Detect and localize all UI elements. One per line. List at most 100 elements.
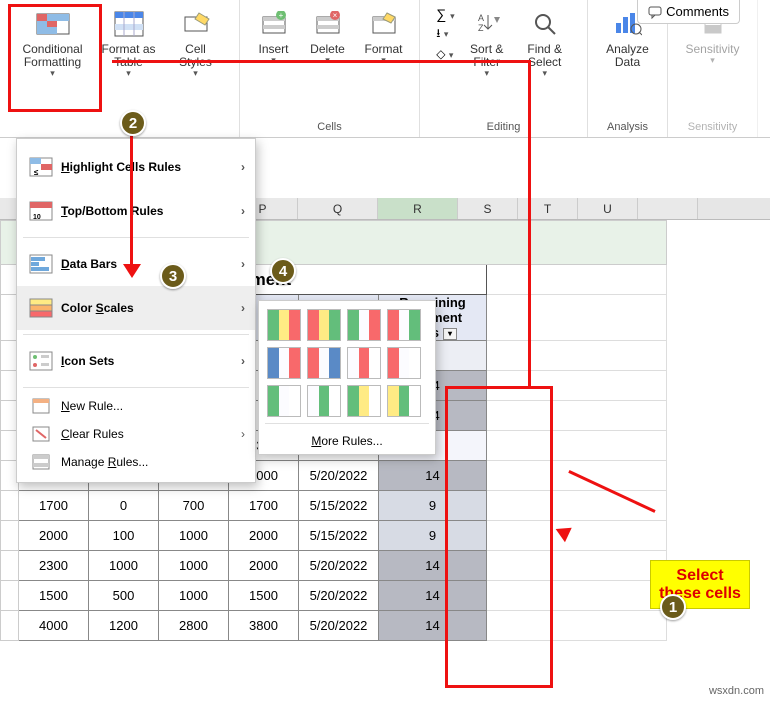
cell[interactable]: 1000 — [159, 581, 229, 611]
format-icon — [371, 11, 397, 37]
data-bars-icon — [27, 254, 55, 274]
cell[interactable]: 5/15/2022 — [299, 491, 379, 521]
comments-button[interactable]: Comments — [637, 0, 740, 24]
insert-icon: + — [261, 11, 287, 37]
arrow-line — [130, 136, 133, 266]
sensitivity-group-caption: Sensitivity — [688, 121, 738, 137]
cell-styles-button[interactable]: Cell Styles ▾ — [166, 2, 226, 100]
color-scale-swatch[interactable] — [347, 385, 381, 417]
cell[interactable]: 1500 — [19, 581, 89, 611]
menu-clear-rules[interactable]: Clear Rules › — [17, 420, 255, 448]
menu-top-bottom[interactable]: 10 Top/Bottom Rules › — [17, 189, 255, 233]
menu-color-scales-label: Color Scales — [55, 301, 245, 315]
editing-group-caption: Editing — [487, 121, 521, 137]
menu-color-scales[interactable]: Color Scales › — [17, 286, 255, 330]
menu-manage-rules[interactable]: Manage Rules... — [17, 448, 255, 476]
autosum-icon[interactable]: ∑ ▾ — [436, 6, 454, 22]
col-header[interactable] — [638, 198, 698, 219]
cell[interactable]: 5/20/2022 — [299, 611, 379, 641]
cell[interactable]: 1000 — [89, 551, 159, 581]
watermark: wsxdn.com — [709, 685, 764, 697]
color-scale-swatch[interactable] — [267, 385, 301, 417]
cell[interactable]: 2000 — [19, 521, 89, 551]
color-scale-swatch[interactable] — [347, 347, 381, 379]
menu-highlight-cells[interactable]: ≤ Highlight Cells Rules › — [17, 145, 255, 189]
cell[interactable]: 0 — [89, 491, 159, 521]
cell[interactable]: 5/20/2022 — [299, 581, 379, 611]
clear-icon[interactable]: ◇ ▾ — [436, 47, 454, 61]
cell[interactable]: 1000 — [159, 521, 229, 551]
find-select-button[interactable]: Find & Select ▾ — [517, 2, 573, 100]
empty — [487, 611, 667, 641]
cell-selected[interactable]: 14 — [379, 611, 487, 641]
empty — [487, 371, 667, 401]
chevron-down-icon: ▾ — [710, 56, 715, 66]
delete-button[interactable]: × Delete ▾ — [302, 2, 354, 100]
col-header[interactable]: S — [458, 198, 518, 219]
empty — [487, 551, 667, 581]
color-scale-swatch[interactable] — [267, 309, 301, 341]
format-as-table-icon — [114, 11, 144, 37]
cell[interactable]: 5/20/2022 — [299, 551, 379, 581]
empty — [487, 431, 667, 461]
format-as-table-button[interactable]: Format as Table ▾ — [94, 2, 164, 100]
cell-selected[interactable]: 14 — [379, 461, 487, 491]
cell[interactable]: 1500 — [229, 581, 299, 611]
cell-selected[interactable]: 14 — [379, 581, 487, 611]
conditional-formatting-menu: ≤ Highlight Cells Rules › 10 Top/Bottom … — [16, 138, 256, 483]
menu-highlight-label: Highlight Cells Rules — [55, 160, 245, 174]
ribbon-group-styles: Conditional Formatting ▾ Format as Table… — [0, 0, 240, 137]
cell[interactable]: 5/20/2022 — [299, 461, 379, 491]
cell[interactable]: 5/15/2022 — [299, 521, 379, 551]
badge-2: 2 — [120, 110, 146, 136]
cell[interactable]: 1700 — [19, 491, 89, 521]
cell[interactable]: 3800 — [229, 611, 299, 641]
cell[interactable]: 2000 — [229, 521, 299, 551]
swatch-grid — [267, 309, 427, 417]
col-header[interactable]: Q — [298, 198, 378, 219]
chevron-right-icon: › — [241, 257, 245, 271]
cell[interactable]: 700 — [159, 491, 229, 521]
col-header[interactable]: R — [378, 198, 458, 219]
cell[interactable]: 2800 — [159, 611, 229, 641]
fill-icon[interactable]: ⭳ ▾ — [436, 24, 454, 45]
color-scale-swatch[interactable] — [387, 309, 421, 341]
color-scale-swatch[interactable] — [307, 309, 341, 341]
color-scale-swatch[interactable] — [347, 309, 381, 341]
conditional-formatting-button[interactable]: Conditional Formatting ▾ — [14, 2, 92, 100]
color-scale-swatch[interactable] — [267, 347, 301, 379]
col-header[interactable]: T — [518, 198, 578, 219]
chevron-down-icon: ▾ — [193, 69, 198, 79]
color-scale-swatch[interactable] — [387, 385, 421, 417]
menu-new-rule[interactable]: New Rule... — [17, 392, 255, 420]
col-header[interactable]: U — [578, 198, 638, 219]
format-button[interactable]: Format ▾ — [356, 2, 412, 100]
menu-manage-rules-label: Manage Rules... — [55, 455, 245, 469]
empty — [487, 295, 667, 341]
cell-selected[interactable]: 9 — [379, 491, 487, 521]
svg-text:≤: ≤ — [34, 168, 39, 177]
conditional-formatting-label: Conditional Formatting — [22, 43, 82, 69]
cell-selected[interactable]: 14 — [379, 551, 487, 581]
cell[interactable]: 1000 — [159, 551, 229, 581]
cell[interactable]: 2300 — [19, 551, 89, 581]
more-rules-button[interactable]: More Rules... — [267, 428, 427, 450]
insert-button[interactable]: + Insert ▾ — [248, 2, 300, 100]
arrow-line — [112, 60, 530, 63]
color-scale-swatch[interactable] — [307, 347, 341, 379]
cell[interactable]: 1700 — [229, 491, 299, 521]
color-scale-swatch[interactable] — [387, 347, 421, 379]
cell[interactable]: 2000 — [229, 551, 299, 581]
cell[interactable]: 500 — [89, 581, 159, 611]
cell[interactable]: 1200 — [89, 611, 159, 641]
arrow-head-down — [123, 264, 141, 278]
chevron-right-icon: › — [241, 204, 245, 218]
color-scale-swatch[interactable] — [307, 385, 341, 417]
sort-filter-button[interactable]: AZ Sort & Filter ▾ — [459, 2, 515, 100]
menu-icon-sets[interactable]: Icon Sets › — [17, 339, 255, 383]
editing-mini-icons: ∑ ▾ ⭳ ▾ ◇ ▾ — [434, 2, 456, 100]
cell[interactable]: 4000 — [19, 611, 89, 641]
separator — [265, 423, 429, 424]
cell[interactable]: 100 — [89, 521, 159, 551]
cell-selected[interactable]: 9 — [379, 521, 487, 551]
